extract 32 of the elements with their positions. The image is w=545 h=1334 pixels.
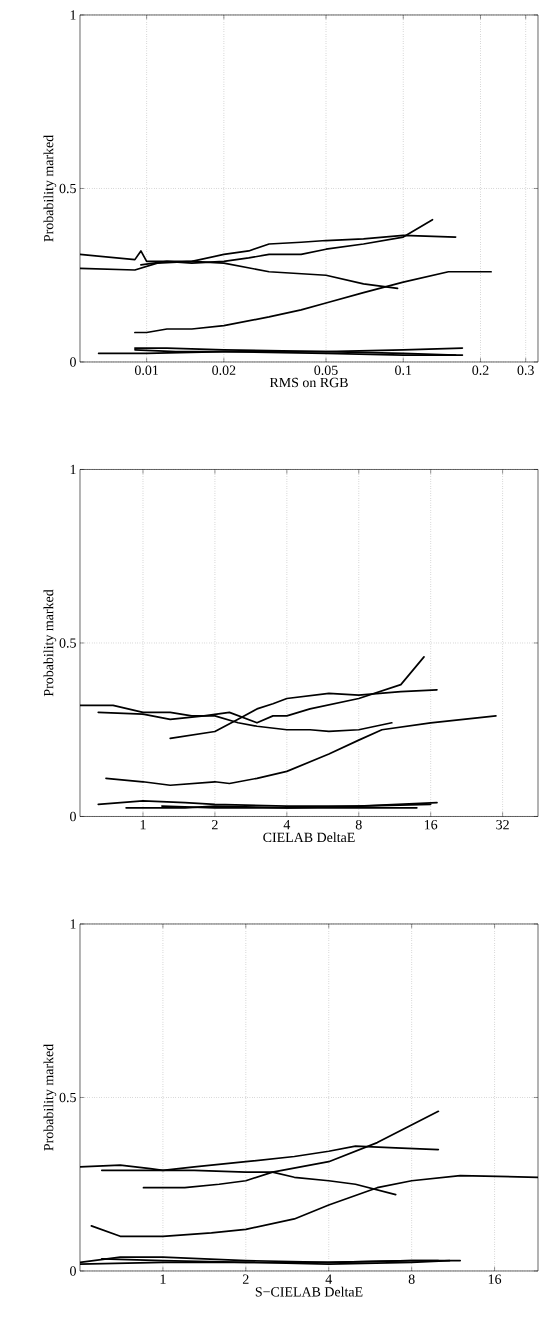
x-tick-label: 8 — [408, 1274, 415, 1284]
y-axis-title: Probability marked — [43, 589, 57, 697]
x-tick-label: 2 — [212, 820, 218, 830]
x-axis-title: CIELAB DeltaE — [263, 832, 355, 843]
x-tick-label: 2 — [242, 1274, 249, 1284]
x-tick-label: 0.05 — [314, 365, 338, 375]
x-tick-label: 0.02 — [212, 365, 236, 375]
x-tick-label: 16 — [488, 1274, 502, 1284]
x-tick-label: 1 — [140, 819, 146, 830]
x-tick-label: 8 — [355, 820, 362, 830]
x-tick-label: 32 — [496, 820, 509, 830]
y-tick-label: 1 — [70, 919, 76, 929]
y-tick-label: 0.5 — [59, 638, 76, 648]
y-tick-label: 0 — [70, 357, 76, 367]
y-tick-label: 0 — [70, 811, 76, 822]
x-axis-title: RMS on RGB — [269, 377, 348, 388]
y-axis-title: Probability marked — [43, 1043, 57, 1151]
y-tick-label: 0.5 — [59, 1092, 76, 1103]
x-axis-title: S−CIELAB DeltaE — [255, 1286, 363, 1297]
y-tick-label: 0 — [70, 1266, 76, 1276]
y-axis-title: Probability marked — [43, 134, 57, 242]
x-tick-label: 16 — [424, 820, 438, 830]
x-tick-label: 4 — [283, 819, 291, 830]
x-tick-label: 0.1 — [395, 365, 412, 375]
y-tick-label: 1 — [70, 10, 76, 20]
y-tick-label: 1 — [70, 464, 76, 475]
x-tick-label: 0.2 — [472, 365, 489, 375]
x-tick-label: 1 — [160, 1274, 166, 1284]
x-tick-label: 4 — [325, 1274, 333, 1284]
x-tick-label: 0.01 — [134, 365, 158, 375]
x-tick-label: 0.3 — [517, 365, 534, 375]
y-tick-label: 0.5 — [59, 183, 76, 194]
